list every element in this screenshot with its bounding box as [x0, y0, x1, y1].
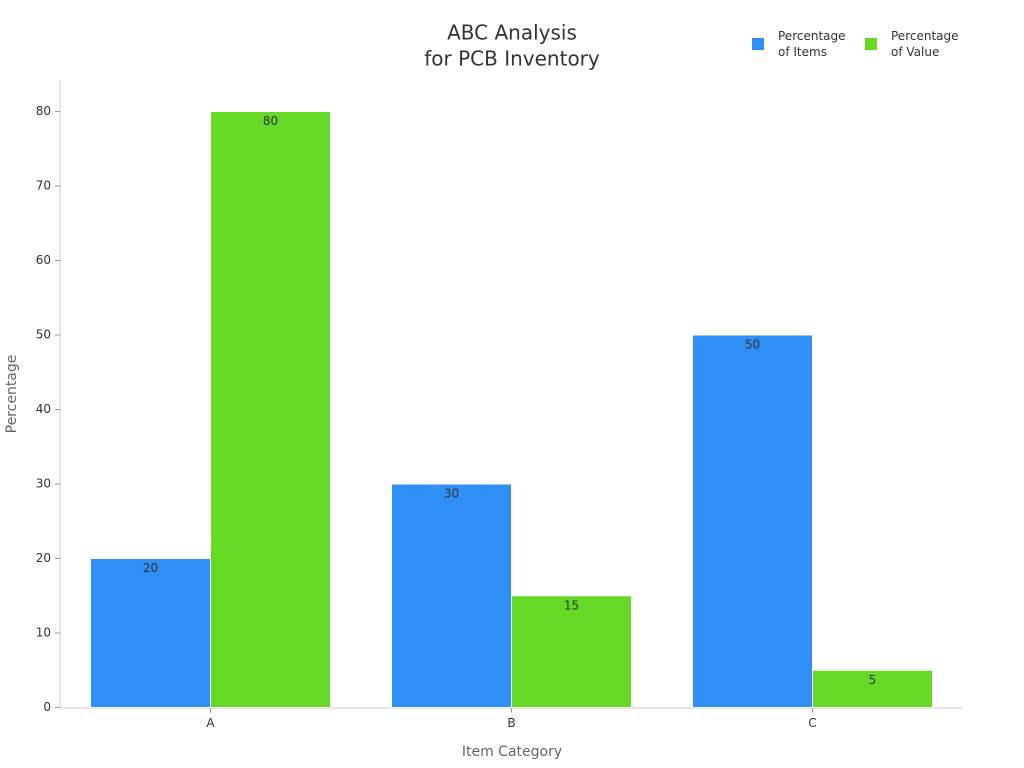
y-tick-label: 40: [36, 402, 51, 416]
legend-label: Percentage of Items: [778, 29, 846, 59]
x-tick-label: A: [206, 716, 215, 730]
bar: [90, 558, 211, 708]
chart-title: ABC Analysis: [447, 21, 577, 45]
bar: [391, 483, 512, 708]
y-tick-label: 60: [36, 253, 51, 267]
bar: [210, 111, 331, 708]
chart-title: for PCB Inventory: [424, 47, 600, 71]
y-tick-label: 20: [36, 551, 51, 565]
y-tick-label: 70: [36, 179, 51, 193]
value-label: 5: [869, 673, 877, 687]
bar: [812, 669, 933, 708]
y-axis-label: Percentage: [4, 355, 20, 434]
y-tick-label: 0: [43, 700, 51, 714]
value-label: 50: [745, 338, 760, 352]
y-tick-label: 10: [36, 626, 51, 640]
legend-swatch: [752, 38, 764, 50]
y-tick-label: 50: [36, 328, 51, 342]
x-tick-label: B: [507, 716, 515, 730]
value-label: 20: [143, 561, 158, 575]
value-label: 80: [263, 114, 278, 128]
bar: [692, 334, 813, 708]
x-axis-label: Item Category: [462, 744, 562, 760]
x-tick-label: C: [808, 716, 816, 730]
y-tick-label: 80: [36, 104, 51, 118]
legend-swatch: [865, 38, 877, 50]
value-label: 30: [444, 487, 459, 501]
legend-label: Percentage of Value: [891, 29, 959, 59]
y-tick-label: 30: [36, 477, 51, 491]
bar: [511, 595, 632, 708]
value-label: 15: [564, 598, 579, 612]
